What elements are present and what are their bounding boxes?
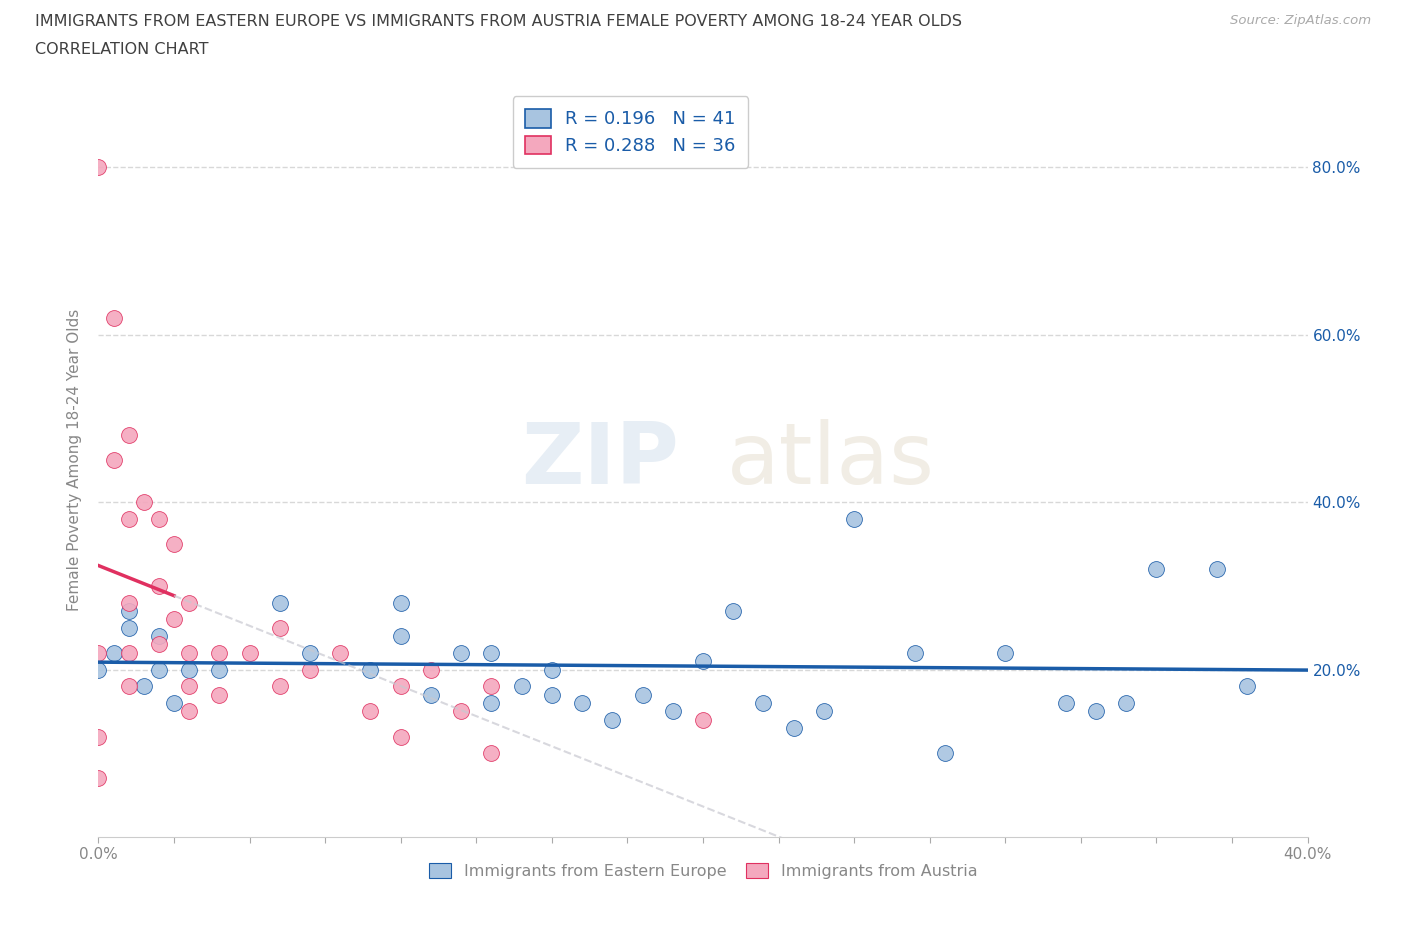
Point: [118, 620, 141, 635]
Point: [389, 595, 412, 610]
Point: [481, 679, 503, 694]
Text: CORRELATION CHART: CORRELATION CHART: [35, 42, 208, 57]
Point: [1054, 696, 1077, 711]
Point: [481, 696, 503, 711]
Point: [148, 662, 170, 677]
Point: [571, 696, 593, 711]
Point: [163, 696, 186, 711]
Point: [329, 645, 352, 660]
Point: [179, 645, 201, 660]
Point: [540, 687, 562, 702]
Point: [631, 687, 654, 702]
Point: [904, 645, 927, 660]
Point: [163, 537, 186, 551]
Point: [540, 662, 562, 677]
Point: [208, 687, 231, 702]
Point: [118, 428, 141, 443]
Point: [103, 453, 125, 468]
Point: [752, 696, 775, 711]
Point: [148, 512, 170, 526]
Point: [723, 604, 745, 618]
Point: [148, 637, 170, 652]
Point: [299, 662, 322, 677]
Point: [103, 645, 125, 660]
Point: [118, 645, 141, 660]
Text: IMMIGRANTS FROM EASTERN EUROPE VS IMMIGRANTS FROM AUSTRIA FEMALE POVERTY AMONG 1: IMMIGRANTS FROM EASTERN EUROPE VS IMMIGR…: [35, 14, 962, 29]
Point: [132, 495, 155, 510]
Point: [360, 662, 382, 677]
Point: [481, 645, 503, 660]
Point: [692, 712, 714, 727]
Point: [87, 729, 110, 744]
Point: [692, 654, 714, 669]
Point: [1085, 704, 1108, 719]
Point: [179, 662, 201, 677]
Point: [269, 595, 291, 610]
Point: [813, 704, 835, 719]
Point: [1236, 679, 1258, 694]
Point: [1144, 562, 1167, 577]
Point: [208, 645, 231, 660]
Point: [239, 645, 262, 660]
Point: [389, 729, 412, 744]
Point: [420, 687, 443, 702]
Text: Source: ZipAtlas.com: Source: ZipAtlas.com: [1230, 14, 1371, 27]
Point: [1115, 696, 1137, 711]
Point: [994, 645, 1017, 660]
Point: [269, 679, 291, 694]
Point: [148, 578, 170, 593]
Point: [450, 704, 472, 719]
Point: [103, 311, 125, 325]
Point: [450, 645, 472, 660]
Point: [118, 679, 141, 694]
Point: [1206, 562, 1229, 577]
Point: [87, 662, 110, 677]
Point: [934, 746, 956, 761]
Point: [269, 620, 291, 635]
Point: [118, 512, 141, 526]
Point: [163, 612, 186, 627]
Point: [389, 629, 412, 644]
Point: [87, 160, 110, 175]
Point: [118, 595, 141, 610]
Point: [783, 721, 806, 736]
Point: [510, 679, 533, 694]
Point: [208, 662, 231, 677]
Point: [299, 645, 322, 660]
Text: ZIP: ZIP: [522, 418, 679, 502]
Point: [87, 771, 110, 786]
Text: atlas: atlas: [727, 418, 935, 502]
Point: [148, 629, 170, 644]
Legend: Immigrants from Eastern Europe, Immigrants from Austria: Immigrants from Eastern Europe, Immigran…: [422, 857, 984, 885]
Point: [481, 746, 503, 761]
Point: [132, 679, 155, 694]
Point: [420, 662, 443, 677]
Point: [179, 595, 201, 610]
Point: [844, 512, 866, 526]
Point: [179, 679, 201, 694]
Point: [118, 604, 141, 618]
Point: [179, 704, 201, 719]
Y-axis label: Female Poverty Among 18-24 Year Olds: Female Poverty Among 18-24 Year Olds: [67, 309, 83, 612]
Point: [87, 645, 110, 660]
Point: [661, 704, 683, 719]
Point: [360, 704, 382, 719]
Point: [389, 679, 412, 694]
Point: [602, 712, 624, 727]
